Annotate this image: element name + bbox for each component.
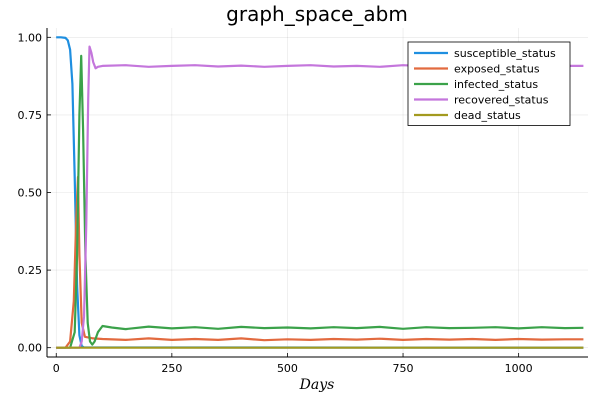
y-tick-label: 0.50: [18, 187, 43, 200]
chart-title: graph_space_abm: [226, 2, 408, 26]
legend-label: infected_status: [454, 78, 538, 91]
series-line-infected_status: [56, 54, 584, 349]
axes: 0 250 500 750 1000 0.00 0.25 0.50 0.75 1.00: [18, 28, 588, 375]
x-axis-label: Days: [299, 377, 335, 393]
y-tick-label: 1.00: [18, 31, 43, 44]
x-tick-label: 250: [161, 362, 182, 375]
legend-label: susceptible_status: [454, 47, 556, 60]
y-tick-label: 0.25: [18, 264, 43, 277]
y-tick-label: 0.00: [18, 342, 43, 355]
x-tick-label: 0: [53, 362, 60, 375]
legend-label: dead_status: [454, 109, 521, 122]
legend-label: exposed_status: [454, 63, 540, 76]
x-tick-label: 1000: [505, 362, 533, 375]
x-tick-label: 500: [277, 362, 298, 375]
series-line-exposed_status: [56, 175, 584, 349]
y-tick-label: 0.75: [18, 109, 43, 122]
legend: susceptible_status exposed_status infected…: [407, 41, 571, 126]
legend-label: recovered_status: [454, 94, 549, 107]
x-tick-label: 750: [393, 362, 414, 375]
series-line-susceptible_status: [56, 36, 584, 349]
